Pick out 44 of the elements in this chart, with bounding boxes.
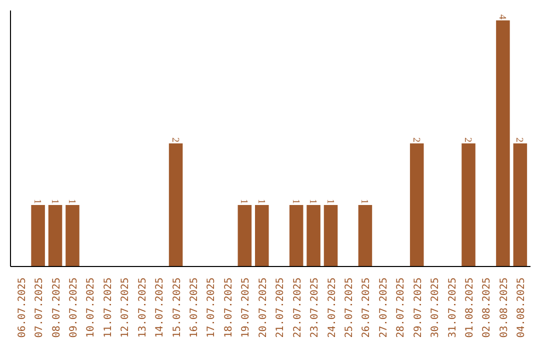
data-label: 1 bbox=[66, 198, 77, 204]
x-tick-label: 16.07.2025 bbox=[189, 277, 200, 338]
x-tick-label: 06.07.2025 bbox=[16, 277, 28, 338]
x-tick-label: 14.07.2025 bbox=[154, 277, 166, 338]
x-tick-label: 03.08.2025 bbox=[498, 277, 510, 338]
data-label: 1 bbox=[307, 198, 318, 204]
x-tick-label: 22.07.2025 bbox=[292, 277, 304, 338]
x-tick-label: 30.07.2025 bbox=[430, 277, 442, 338]
x-tick-label: 27.07.2025 bbox=[378, 277, 390, 338]
x-tick-label: 24.07.2025 bbox=[326, 277, 338, 338]
x-tick-label: 21.07.2025 bbox=[275, 277, 286, 338]
data-label: 1 bbox=[32, 198, 43, 204]
x-tick-label: 13.07.2025 bbox=[137, 277, 148, 338]
x-tick-label: 17.07.2025 bbox=[206, 277, 218, 338]
data-label: 2 bbox=[514, 137, 525, 142]
data-label: 1 bbox=[358, 198, 370, 204]
x-tick-label: 02.08.2025 bbox=[482, 277, 493, 338]
x-tick-label: 20.07.2025 bbox=[258, 277, 269, 338]
data-label: 2 bbox=[462, 137, 474, 142]
x-tick-label: 09.07.2025 bbox=[68, 277, 80, 338]
x-tick-label: 07.07.2025 bbox=[34, 277, 46, 338]
data-label: 1 bbox=[290, 198, 301, 204]
x-tick-label: 11.07.2025 bbox=[102, 277, 114, 338]
x-tick-label: 01.08.2025 bbox=[464, 277, 476, 338]
x-tick-label: 19.07.2025 bbox=[240, 277, 252, 338]
data-label: 2 bbox=[169, 137, 180, 142]
x-tick-label: 26.07.2025 bbox=[361, 277, 372, 338]
data-label: 1 bbox=[48, 198, 60, 204]
x-tick-label: 25.07.2025 bbox=[344, 277, 355, 338]
x-tick-label: 15.07.2025 bbox=[172, 277, 183, 338]
data-label: 2 bbox=[410, 137, 422, 142]
x-tick-label: 29.07.2025 bbox=[412, 277, 424, 338]
data-label: 1 bbox=[238, 198, 250, 204]
x-tick-label: 23.07.2025 bbox=[310, 277, 321, 338]
x-tick-label: 08.07.2025 bbox=[51, 277, 62, 338]
data-label: 1 bbox=[255, 198, 266, 204]
data-label: 4 bbox=[496, 14, 508, 20]
x-tick-label: 12.07.2025 bbox=[120, 277, 132, 338]
x-tick-label: 31.07.2025 bbox=[447, 277, 458, 338]
x-tick-label: 28.07.2025 bbox=[396, 277, 407, 338]
x-tick-label: 18.07.2025 bbox=[223, 277, 234, 338]
x-tick-label: 04.08.2025 bbox=[516, 277, 528, 338]
data-label: 1 bbox=[324, 198, 336, 204]
x-tick-label: 10.07.2025 bbox=[86, 277, 97, 338]
